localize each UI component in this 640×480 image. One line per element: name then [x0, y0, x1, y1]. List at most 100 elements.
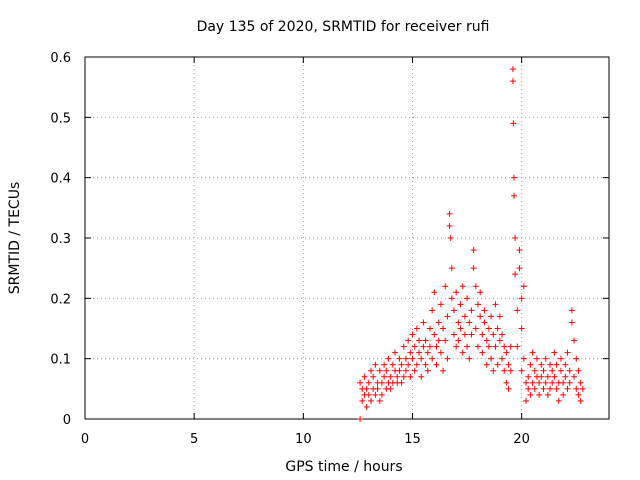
data-point — [435, 337, 442, 344]
data-point — [365, 391, 372, 398]
y-tick-label: 0.3 — [50, 232, 71, 247]
data-point — [551, 349, 558, 356]
data-point — [496, 337, 503, 344]
data-point — [512, 271, 519, 278]
data-point — [413, 325, 420, 332]
data-point — [429, 307, 436, 314]
data-point — [553, 385, 560, 392]
data-point — [420, 343, 427, 350]
data-point — [444, 355, 451, 362]
data-point — [540, 367, 547, 374]
data-point — [416, 337, 423, 344]
data-point — [418, 355, 425, 362]
data-point — [542, 355, 549, 362]
data-point — [481, 307, 488, 314]
data-point — [518, 325, 525, 332]
x-tick-label: 5 — [190, 432, 198, 447]
x-tick-label: 20 — [513, 432, 530, 447]
data-point — [531, 385, 538, 392]
data-point — [483, 337, 490, 344]
data-point — [490, 331, 497, 338]
data-point — [562, 373, 569, 380]
data-point — [411, 343, 418, 350]
data-point — [446, 210, 453, 217]
data-point — [361, 373, 368, 380]
data-point — [475, 301, 481, 308]
data-point — [433, 361, 440, 368]
data-point — [507, 343, 514, 350]
chart-title: Day 135 of 2020, SRMTID for receiver ruf… — [197, 19, 490, 35]
data-point — [555, 397, 562, 404]
data-point — [405, 337, 412, 344]
axis-ticks: 0 5 10 15 20 0 0.1 0.2 0.3 0.4 0.5 0.6 — [50, 51, 609, 447]
data-point — [387, 373, 394, 380]
data-point — [533, 355, 540, 362]
data-point — [398, 361, 405, 368]
data-point — [392, 349, 399, 356]
data-point — [466, 355, 473, 362]
data-point — [470, 247, 477, 254]
data-point — [437, 349, 444, 356]
data-point — [424, 349, 431, 356]
data-point — [357, 379, 364, 386]
data-point — [575, 367, 582, 374]
data-point — [407, 373, 414, 380]
data-point — [499, 355, 506, 362]
data-point — [560, 391, 567, 398]
data-point — [396, 367, 403, 374]
data-point — [431, 331, 438, 338]
data-point — [374, 385, 381, 392]
data-point — [514, 307, 521, 314]
data-point — [501, 367, 508, 374]
data-point — [557, 355, 564, 362]
data-point — [544, 373, 551, 380]
data-point — [376, 397, 383, 404]
data-point — [400, 373, 407, 380]
data-point — [402, 367, 409, 374]
data-point — [444, 313, 451, 320]
data-point — [420, 319, 427, 326]
data-point — [503, 379, 510, 386]
data-point — [571, 337, 578, 344]
data-point — [538, 361, 545, 368]
data-point — [440, 325, 447, 332]
data-point — [435, 319, 442, 326]
data-point — [448, 295, 455, 302]
data-point — [488, 355, 495, 362]
data-point — [455, 319, 462, 326]
data-point — [505, 385, 512, 392]
data-point — [573, 355, 580, 362]
data-point — [378, 379, 385, 386]
data-point — [422, 337, 429, 344]
data-point — [512, 235, 519, 241]
data-point — [479, 349, 486, 356]
data-point — [459, 349, 466, 356]
data-point — [468, 331, 475, 338]
data-point — [411, 367, 418, 374]
data-point — [547, 385, 554, 392]
data-point — [562, 361, 569, 368]
data-point — [518, 367, 525, 374]
data-point — [472, 283, 479, 290]
data-point — [523, 379, 530, 386]
data-point — [527, 391, 534, 398]
y-tick-label: 0.5 — [50, 111, 71, 126]
data-point — [492, 301, 499, 308]
data-point — [568, 319, 575, 326]
data-point — [455, 337, 462, 344]
data-point — [477, 289, 484, 296]
data-point — [485, 325, 492, 332]
data-point — [464, 343, 471, 350]
data-point — [553, 361, 560, 368]
data-point — [479, 331, 486, 338]
data-point — [503, 349, 510, 356]
data-point — [363, 403, 370, 410]
data-point — [477, 313, 484, 320]
data-point — [440, 367, 447, 374]
data-point — [573, 385, 580, 392]
data-point — [453, 289, 460, 296]
data-point — [571, 373, 578, 380]
data-point — [568, 307, 575, 314]
data-point — [437, 301, 444, 308]
